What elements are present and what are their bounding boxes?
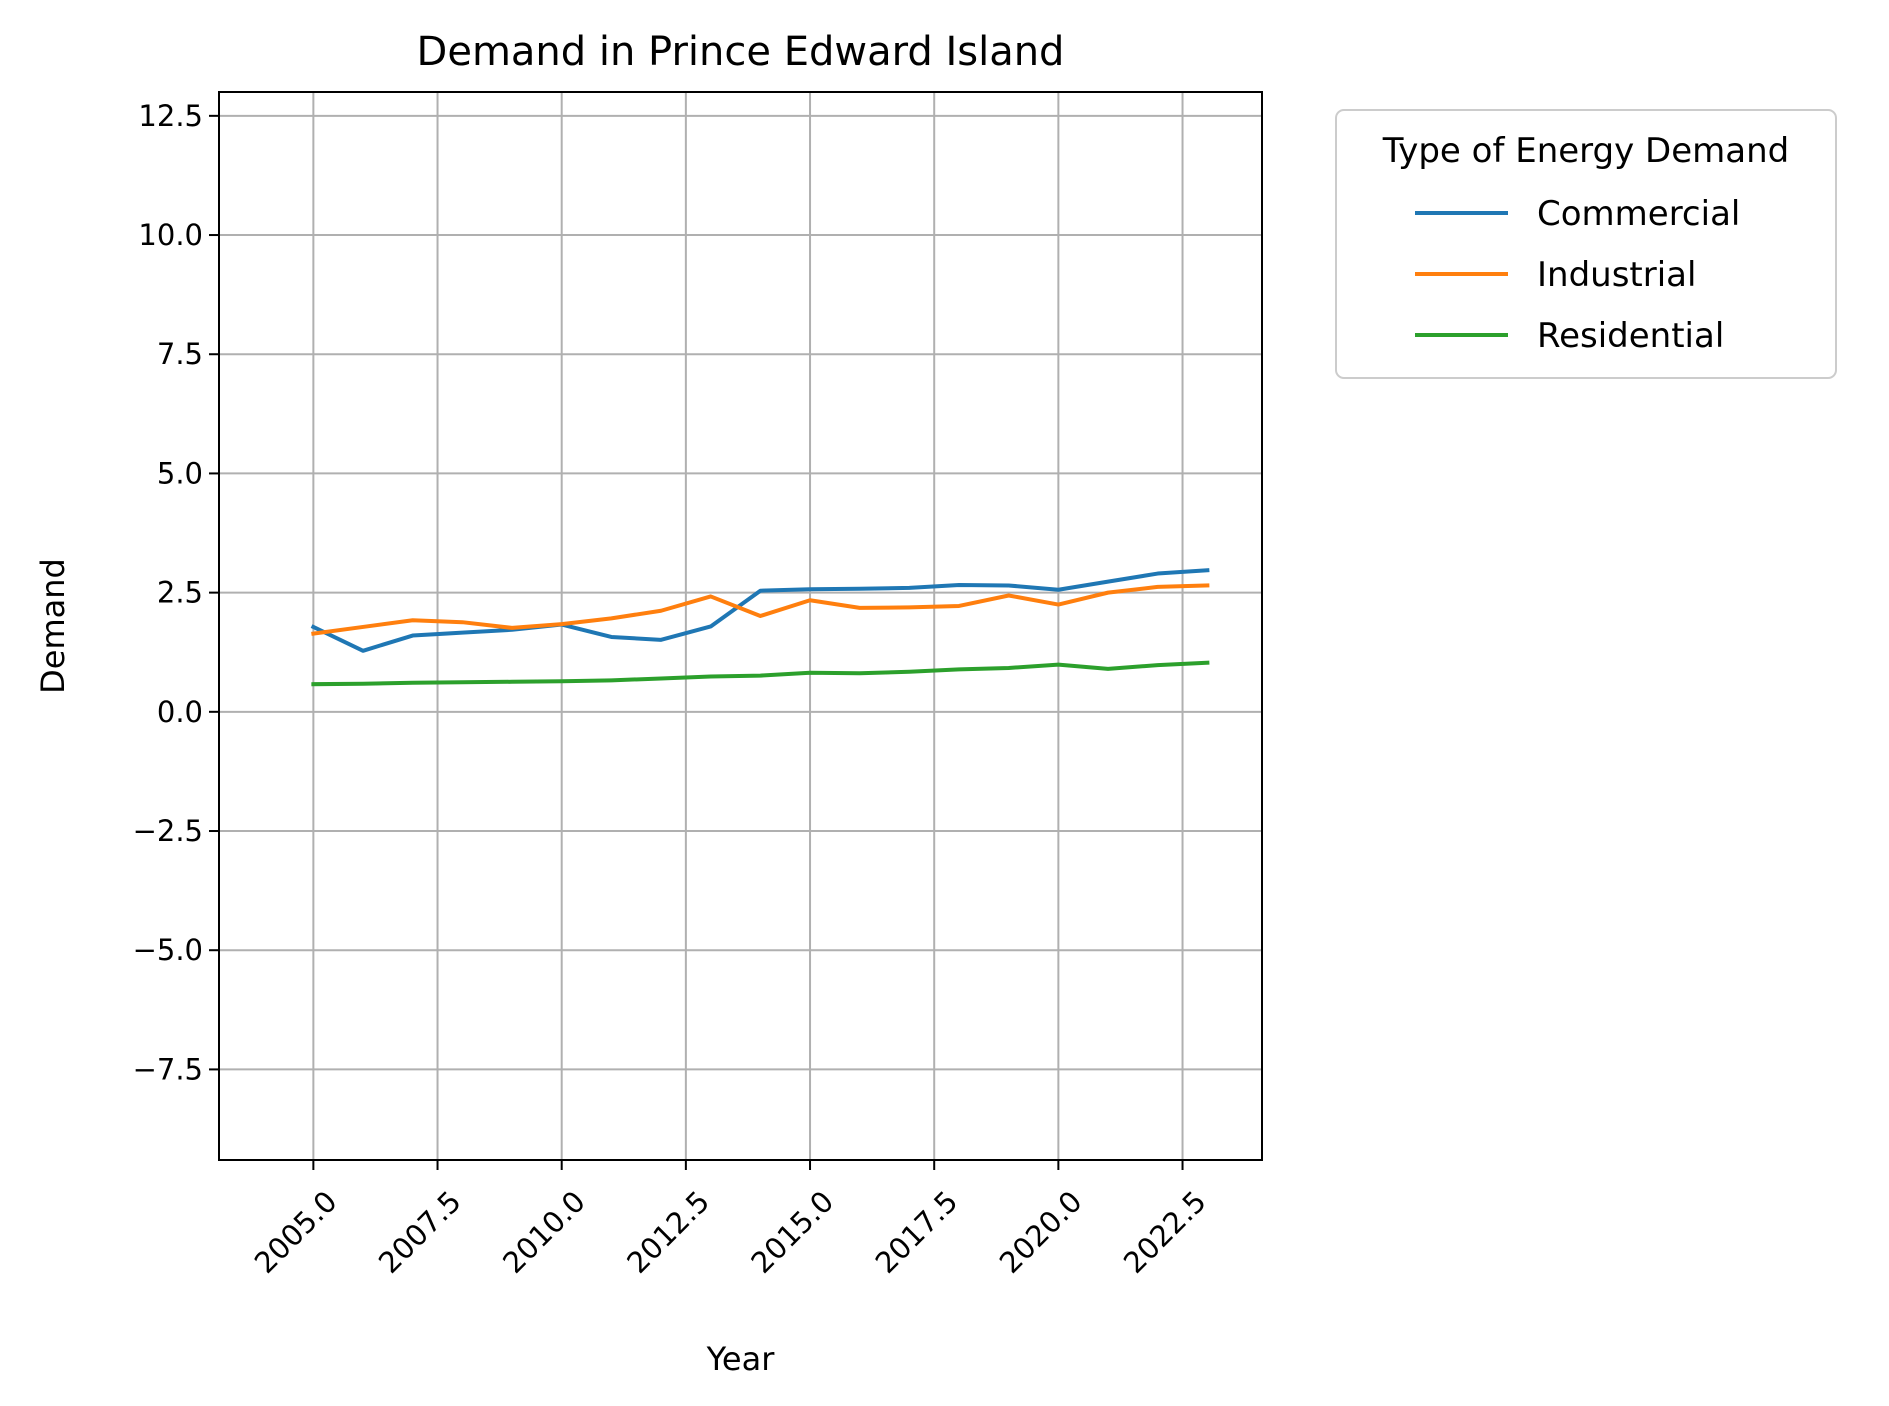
legend-title: Type of Energy Demand [1382,131,1790,171]
y-tick-label: 2.5 [157,576,203,610]
legend: Type of Energy Demand Commercial Industri… [1335,109,1837,379]
y-tick-label: −2.5 [133,814,203,848]
y-tick-label: −5.0 [133,933,203,967]
y-axis: −7.5 −5.0 −2.5 0.0 2.5 5.0 7.5 10.0 12.5 [133,99,219,1086]
y-tick-label: 7.5 [157,337,203,371]
y-tick-label: 5.0 [157,456,203,490]
legend-label-residential: Residential [1537,316,1724,356]
series-line-residential [311,660,1210,687]
legend-label-industrial: Industrial [1537,255,1696,295]
legend-label-commercial: Commercial [1537,194,1740,234]
series-line-commercial [310,568,1210,653]
series-lines [310,568,1210,687]
series-line-industrial [311,583,1210,636]
y-tick-label: 12.5 [138,99,203,133]
y-tick-label: 0.0 [157,695,203,729]
x-axis-label: Year [706,1340,776,1378]
legend-entries: Commercial Industrial Residential [1415,194,1740,356]
y-axis-label: Demand [34,558,72,694]
chart-title: Demand in Prince Edward Island [417,29,1065,75]
y-tick-label: 10.0 [138,218,203,252]
plot-area-frame [218,91,1263,1161]
grid-lines [219,92,1262,1160]
y-tick-label: −7.5 [133,1052,203,1086]
legend-box [1335,109,1837,379]
